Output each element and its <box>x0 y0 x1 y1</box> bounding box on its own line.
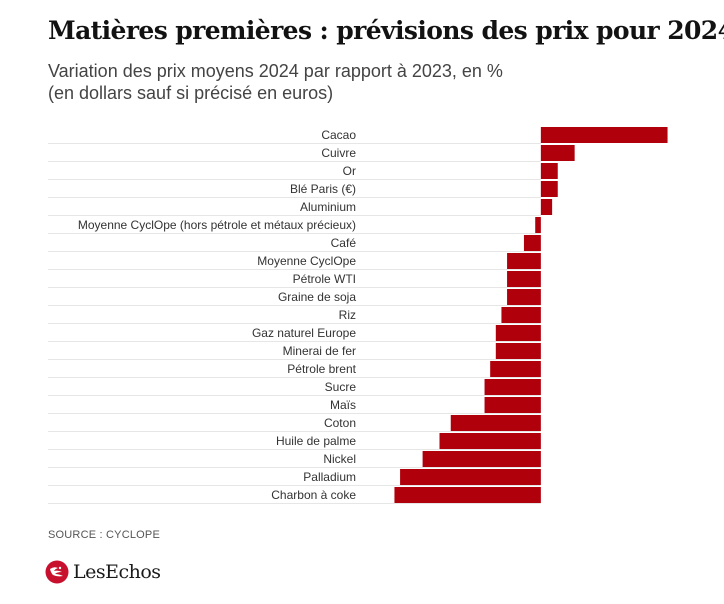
bar <box>490 361 541 377</box>
bar <box>540 145 575 161</box>
category-label: Cacao <box>321 128 356 142</box>
category-label: Café <box>331 236 357 250</box>
category-label: Pétrole brent <box>287 362 356 376</box>
bar <box>501 307 541 323</box>
bar <box>540 163 558 179</box>
bar <box>495 343 541 359</box>
bar <box>450 415 541 431</box>
category-label: Riz <box>339 308 356 322</box>
bar <box>540 199 553 215</box>
bar <box>484 397 541 413</box>
subtitle-line-1: Variation des prix moyens 2024 par rappo… <box>48 61 503 81</box>
category-label: Moyenne CyclOpe <box>257 254 356 268</box>
category-label: Gaz naturel Europe <box>252 326 356 340</box>
category-label: Huile de palme <box>276 434 356 448</box>
bar <box>507 289 541 305</box>
category-label: Blé Paris (€) <box>290 182 356 196</box>
bar <box>507 271 541 287</box>
bar <box>540 127 668 143</box>
source-note: SOURCE : CYCLOPE <box>48 529 161 541</box>
bar <box>439 433 541 449</box>
bar <box>535 217 541 233</box>
bar <box>394 487 541 503</box>
bar <box>540 181 558 197</box>
category-label: Cuivre <box>321 146 356 160</box>
bar <box>484 379 541 395</box>
chart-subtitle: Variation des prix moyens 2024 par rappo… <box>48 60 503 104</box>
les-echos-logo-mark-icon <box>45 560 69 584</box>
category-label: Pétrole WTI <box>293 272 356 286</box>
bar <box>400 469 541 485</box>
category-label: Charbon à coke <box>271 488 356 502</box>
chart-title: Matières premières : prévisions des prix… <box>48 16 724 45</box>
subtitle-line-2: (en dollars sauf si précisé en euros) <box>48 83 334 103</box>
bar <box>523 235 541 251</box>
logo-wordmark: LesEchos <box>73 561 161 583</box>
category-label: Minerai de fer <box>283 344 356 358</box>
les-echos-logo: LesEchos <box>45 560 161 584</box>
category-label: Moyenne CyclOpe (hors pétrole et métaux … <box>78 218 356 232</box>
category-label: Aluminium <box>300 200 356 214</box>
category-label: Maïs <box>330 398 356 412</box>
category-label: Graine de soja <box>278 290 356 304</box>
category-label: Or <box>343 164 356 178</box>
category-label: Palladium <box>303 470 356 484</box>
category-label: Sucre <box>325 380 357 394</box>
bar <box>507 253 541 269</box>
bar <box>495 325 541 341</box>
bar <box>422 451 541 467</box>
category-label: Nickel <box>323 452 356 466</box>
category-label: Coton <box>324 416 356 430</box>
